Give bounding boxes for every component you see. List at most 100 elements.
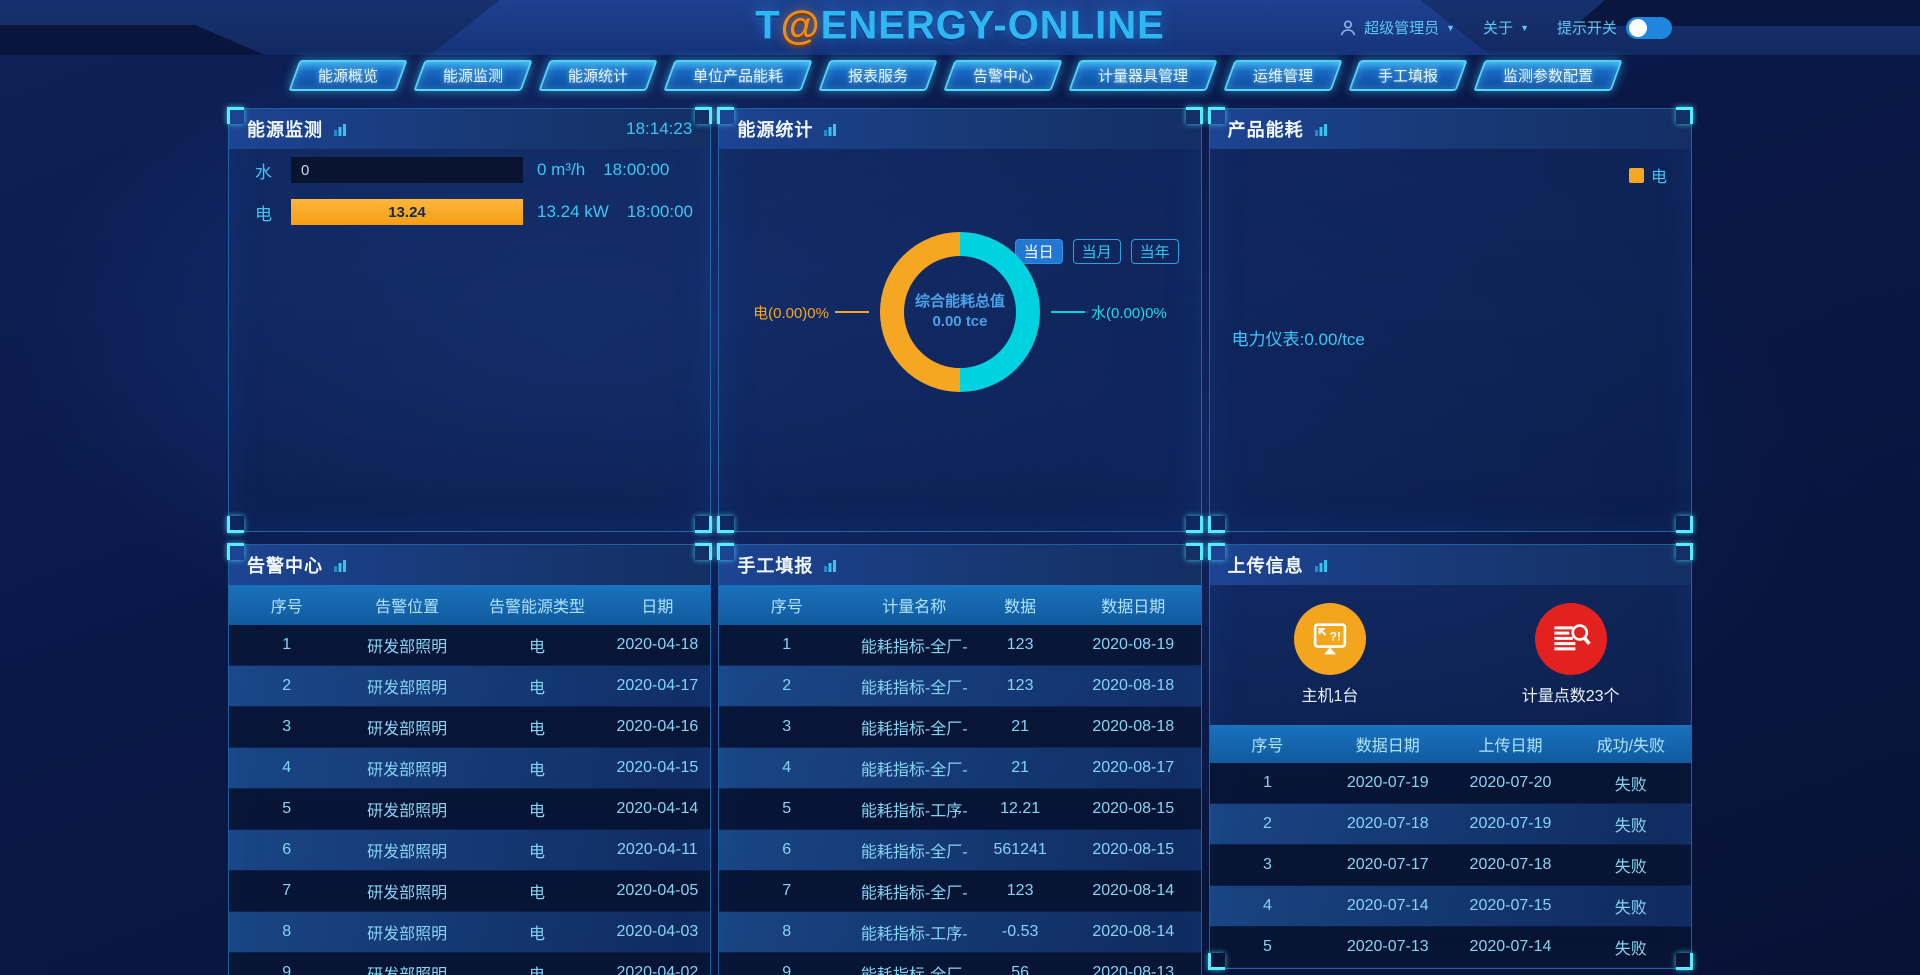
nav-tab[interactable]: 报表服务 — [818, 59, 938, 91]
chevron-down-icon: ▼ — [1446, 22, 1456, 33]
electric-time: 18:00:00 — [626, 202, 693, 221]
nav-tab[interactable]: 计量器具管理 — [1068, 59, 1218, 91]
cell-data-date: 2020-07-13 — [1346, 938, 1429, 955]
electric-bar-value: 13.24 — [388, 203, 426, 221]
cell-location: 研发部照明 — [367, 844, 448, 861]
cell-energy-type: 电 — [529, 721, 546, 738]
nav-tab[interactable]: 能源概览 — [288, 59, 408, 91]
manual-fill-table: 序号 计量名称 数据 数据日期 1 能耗指标-全厂- 123 2020-08-1… — [719, 585, 1201, 975]
electric-label: 电 — [255, 204, 272, 224]
cell-index: 8 — [782, 923, 792, 940]
nav-tab[interactable]: 运维管理 — [1223, 59, 1343, 91]
svg-text:?!: ?! — [1329, 629, 1341, 643]
cell-index: 1 — [282, 636, 292, 653]
panel-corner-decoration — [1207, 109, 1694, 533]
panel-title: 上传信息 — [1227, 556, 1304, 576]
table-body: 1 2020-07-19 2020-07-20 失败 2 2020-07-18 … — [1209, 763, 1691, 967]
nav-tab[interactable]: 手工填报 — [1348, 59, 1468, 91]
cell-meter-name: 能耗指标-全厂- — [860, 721, 968, 738]
metering-points-badge — [1534, 603, 1607, 675]
nav-tab[interactable]: 监测参数配置 — [1473, 59, 1623, 91]
cell-date: 2020-04-05 — [616, 882, 699, 899]
cell-date: 2020-04-17 — [616, 677, 699, 694]
legend-label: 电 — [1650, 169, 1667, 186]
about-menu[interactable]: 关于 ▼ — [1483, 17, 1529, 38]
cell-index: 5 — [282, 800, 292, 817]
cell-status: 失败 — [1614, 818, 1647, 835]
table-row: 3 2020-07-17 2020-07-18 失败 — [1209, 845, 1691, 885]
nav-tab-label: 能源监测 — [443, 67, 504, 85]
tab-month[interactable]: 当月 — [1072, 239, 1121, 264]
cell-value: 12.21 — [1000, 800, 1041, 817]
panel-title: 能源统计 — [737, 120, 814, 140]
panel-header: 上传信息 — [1209, 545, 1691, 585]
cell-date: 2020-08-18 — [1092, 718, 1175, 735]
dashboard-grid: 能源监测 18:14:23 水 0 0 m³/h 18:00:00 电 13.24… — [226, 107, 1694, 975]
cell-meter-name: 能耗指标-工序- — [860, 926, 968, 943]
logo-at-flame-icon: @ — [780, 3, 821, 48]
cell-value: 21 — [1011, 759, 1030, 776]
upload-summary: ?! 主机1台 — [1210, 585, 1691, 725]
table-row: 4 2020-07-14 2020-07-15 失败 — [1209, 886, 1691, 926]
table-header: 序号 数据日期 上传日期 成功/失败 — [1209, 725, 1691, 763]
panel-title: 手工填报 — [737, 556, 814, 576]
column-header: 成功/失败 — [1596, 738, 1666, 755]
table-row: 7 研发部照明 电 2020-04-05 — [229, 871, 711, 911]
table-row: 8 能耗指标-工序- -0.53 2020-08-14 — [719, 912, 1201, 952]
cell-energy-type: 电 — [470, 961, 605, 975]
header-controls: 超级管理员 ▼ 关于 ▼ 提示开关 — [1339, 16, 1672, 39]
table-row: 2 研发部照明 电 2020-04-17 — [229, 666, 711, 706]
nav-tab-label: 单位产品能耗 — [693, 67, 784, 85]
main-nav: 能源概览 能源监测 能源统计 单位产品能耗 报表服务 告警中心 计量器具管理 运维管理 手工填报… — [0, 55, 1920, 95]
electric-meter-reading: 电力仪表:0.00/tce — [1231, 330, 1365, 349]
user-menu[interactable]: 超级管理员 ▼ — [1339, 17, 1455, 38]
energy-monitor-body: 水 0 0 m³/h 18:00:00 电 13.24 13.24 kW 18:00… — [229, 149, 710, 231]
table-header: 序号 告警位置 告警能源类型 日期 — [229, 585, 711, 625]
panel-header: 产品能耗 — [1209, 109, 1691, 149]
cell-date: 2020-04-03 — [616, 923, 699, 940]
table-row: 9 能耗指标-全厂- 56 2020-08-13 — [719, 953, 1201, 975]
cell-index: 5 — [1262, 938, 1272, 955]
panel-title: 告警中心 — [247, 556, 323, 576]
upload-table: 序号 数据日期 上传日期 成功/失败 1 2020-07-19 2020-07-… — [1209, 725, 1691, 967]
metering-search-icon — [1554, 623, 1591, 650]
nav-tab[interactable]: 能源统计 — [538, 59, 658, 91]
column-header: 告警位置 — [375, 599, 440, 616]
cell-meter-name: 能耗指标-全厂- — [854, 961, 974, 975]
cell-index: 9 — [282, 964, 292, 975]
donut-center-value: 0.00 tce — [932, 313, 988, 330]
nav-tab[interactable]: 能源监测 — [413, 59, 533, 91]
panel-header: 手工填报 — [719, 545, 1201, 585]
electric-gauge-row: 电 13.24 13.24 kW 18:00:00 — [229, 193, 710, 231]
cell-upload-date: 2020-07-15 — [1469, 897, 1552, 914]
cell-value: 56 — [1011, 964, 1030, 975]
table-body: 1 能耗指标-全厂- 123 2020-08-19 2 能耗指标-全厂- 123… — [719, 625, 1201, 975]
chart-legend: 电 — [1628, 163, 1667, 187]
donut-center-text: 综合能耗总值 0.00 tce — [875, 227, 1045, 397]
cell-date: 2020-08-19 — [1092, 636, 1175, 653]
table-row: 4 能耗指标-全厂- 21 2020-08-17 — [719, 748, 1201, 788]
column-header: 序号 — [270, 599, 303, 616]
tab-day[interactable]: 当日 — [1014, 239, 1063, 264]
cell-location: 研发部照明 — [367, 885, 448, 902]
cell-energy-type: 电 — [529, 639, 546, 656]
table-row: 3 研发部照明 电 2020-04-16 — [229, 707, 711, 747]
cell-index: 7 — [282, 882, 292, 899]
cell-index: 8 — [282, 923, 292, 940]
tab-year[interactable]: 当年 — [1130, 239, 1179, 264]
nav-tab[interactable]: 告警中心 — [943, 59, 1063, 91]
electric-bar-track: 13.24 — [291, 199, 523, 225]
cell-index: 4 — [782, 759, 792, 776]
tip-toggle-switch[interactable] — [1626, 16, 1672, 39]
cell-index: 3 — [282, 718, 292, 735]
cell-meter-name: 能耗指标-全厂- — [860, 885, 968, 902]
cell-index: 1 — [782, 636, 792, 653]
host-summary: ?! 主机1台 — [1210, 603, 1451, 725]
cell-location: 研发部照明 — [367, 680, 448, 697]
cell-date: 2020-08-15 — [1092, 841, 1175, 858]
cell-index: 2 — [782, 677, 792, 694]
electric-bar-fill: 13.24 — [291, 199, 523, 225]
nav-tab[interactable]: 单位产品能耗 — [663, 59, 813, 91]
cell-location: 研发部照明 — [367, 926, 448, 943]
user-name: 超级管理员 — [1364, 20, 1440, 37]
